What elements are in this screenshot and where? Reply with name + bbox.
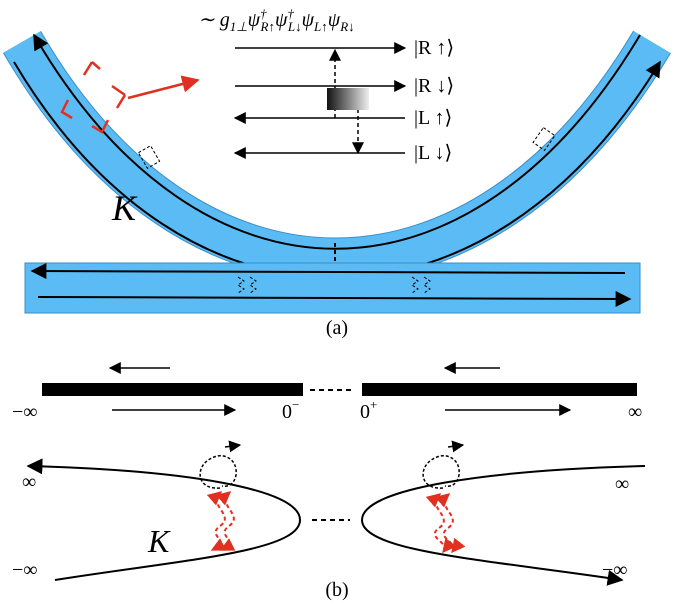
- caption: (b): [325, 579, 348, 601]
- state-label: |L ↓⟩: [414, 142, 452, 164]
- limit-label: −∞: [12, 559, 38, 581]
- caption: (a): [326, 317, 348, 339]
- bracket: [84, 62, 125, 108]
- state-label: |R ↑⟩: [414, 37, 454, 59]
- label-k: K: [111, 188, 138, 228]
- limit-label: ∞: [22, 471, 36, 493]
- red-wavy: [221, 492, 234, 550]
- diagram: ∼ g1⊥ψ†R↑ψ†L↓ψL↑ψR↓ |R ↑⟩ |R ↓⟩ |L ↑⟩ |L…: [0, 0, 674, 604]
- zoom-arrow: [128, 80, 198, 98]
- state-label: |R ↓⟩: [414, 75, 454, 97]
- loop: [200, 456, 236, 488]
- loop-arrow: [448, 445, 463, 447]
- loop-arrow: [225, 445, 240, 447]
- lead: [362, 383, 637, 396]
- state-label: |L ↑⟩: [414, 107, 452, 129]
- limit-label: 0−: [282, 397, 299, 423]
- limit-label: −∞: [602, 559, 628, 581]
- label-k: K: [147, 523, 171, 559]
- limit-label: ∞: [628, 401, 642, 423]
- limit-label: ∞: [615, 473, 629, 495]
- red-wavy: [444, 494, 454, 552]
- formula: ∼ g1⊥ψ†R↑ψ†L↓ψL↑ψR↓: [198, 6, 355, 34]
- interaction-box: [327, 88, 369, 110]
- limit-label: −∞: [12, 401, 38, 423]
- red-wavy: [212, 492, 225, 550]
- red-wavy: [435, 494, 445, 552]
- limit-label: 0+: [360, 397, 377, 423]
- lead: [42, 383, 303, 396]
